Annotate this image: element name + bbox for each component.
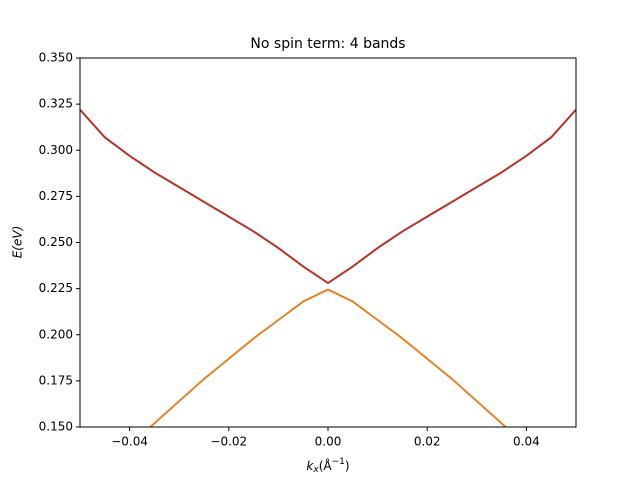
- x-tick-label: 0.00: [315, 435, 342, 449]
- y-tick-label: 0.175: [39, 373, 73, 387]
- x-tick-label: −0.02: [210, 435, 247, 449]
- series-line: [148, 288, 508, 427]
- y-tick-label: 0.225: [39, 281, 73, 295]
- x-label-close: ): [345, 459, 350, 473]
- series-line: [80, 108, 576, 285]
- chart-title: No spin term: 4 bands: [250, 36, 405, 52]
- x-tick-label: 0.04: [513, 435, 540, 449]
- y-tick-label: 0.275: [39, 189, 73, 203]
- y-tick-label: 0.300: [39, 143, 73, 157]
- y-tick-label: 0.325: [39, 97, 73, 111]
- y-tick-label: 0.250: [39, 235, 73, 249]
- x-label-sup: −1: [332, 457, 345, 467]
- x-tick-label: 0.02: [414, 435, 441, 449]
- y-tick-label: 0.150: [39, 420, 73, 434]
- plot-area: [80, 108, 576, 427]
- y-axis-label: E(eV): [11, 226, 25, 259]
- x-label-unit: (Å: [319, 458, 333, 473]
- x-axis-label: kx(Å−1): [306, 457, 349, 475]
- x-label-sub: x: [312, 465, 319, 475]
- y-tick-label: 0.200: [39, 327, 73, 341]
- x-label-base: k: [306, 459, 314, 473]
- x-tick-label: −0.04: [111, 435, 148, 449]
- y-tick-label: 0.350: [39, 51, 73, 65]
